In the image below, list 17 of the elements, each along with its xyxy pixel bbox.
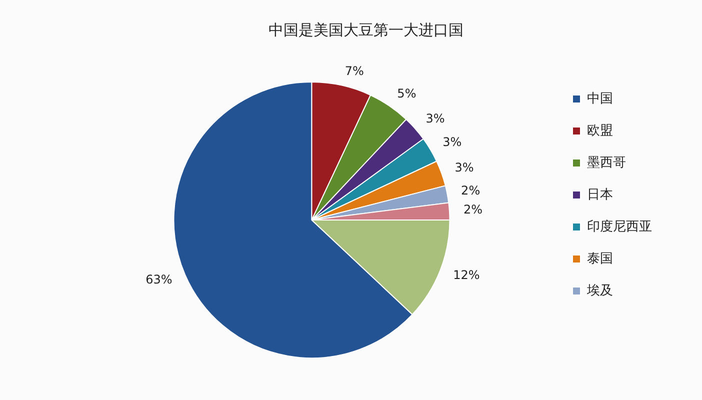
legend-label: 中国 [587,91,613,106]
data-label: 7% [344,64,364,78]
legend-label: 埃及 [586,283,613,298]
legend-label: 日本 [587,187,613,202]
data-label: 5% [397,86,416,100]
legend-label: 墨西哥 [587,155,626,170]
data-label: 2% [463,202,482,217]
data-label: 3% [442,134,462,149]
chart-title: 中国是美国大豆第一大进口国 [268,20,464,39]
data-label: 3% [454,160,474,175]
data-label: 12% [453,268,480,282]
data-label: 63% [146,272,172,286]
data-label: 2% [461,184,480,198]
data-label: 3% [426,112,445,126]
legend-label: 泰国 [587,251,613,266]
legend-label: 欧盟 [587,123,613,138]
legend-label: 印度尼西亚 [587,218,652,234]
